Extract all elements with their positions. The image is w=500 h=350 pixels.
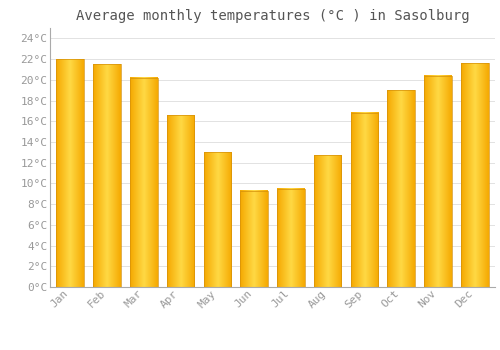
- Title: Average monthly temperatures (°C ) in Sasolburg: Average monthly temperatures (°C ) in Sa…: [76, 9, 469, 23]
